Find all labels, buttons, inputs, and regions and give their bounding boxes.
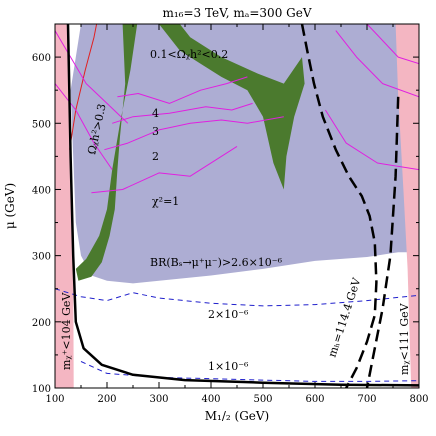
chi2-label-4: 4 <box>152 107 159 120</box>
line-chi2-outer-2 <box>55 83 113 170</box>
chart-title: m₁₆=3 TeV, mₐ=300 GeV <box>162 6 311 20</box>
x-tick-label: 800 <box>409 394 428 405</box>
regions-layer <box>55 24 419 388</box>
chi2-label-1: χ²=1 <box>152 195 179 208</box>
region-relic-band-right <box>159 24 305 190</box>
line-chi2-1 <box>91 145 238 194</box>
ticks-layer: 100 200 300 400 500 600 700 800 100 200 300 400 500 6… <box>32 24 429 405</box>
line-chi2-outer-4 <box>324 109 419 171</box>
line-bs-2e-6 <box>55 288 419 307</box>
line-bs-1e-6 <box>80 361 419 382</box>
line-mh-114 <box>300 24 378 388</box>
region-relic-band-left <box>75 24 138 281</box>
y-tick-label: 400 <box>32 185 51 196</box>
line-chi2-4 <box>117 76 248 104</box>
line-chi2-outer-3 <box>335 30 419 98</box>
x-tick-label: 700 <box>357 394 376 405</box>
region-excluded-right <box>395 24 419 388</box>
x-tick-label: 200 <box>97 394 116 405</box>
chi2-label-3: 3 <box>152 125 159 138</box>
x-tick-label: 400 <box>201 394 220 405</box>
bs-label: BR(Bₛ→μ⁺μ⁻)>2.6×10⁻⁶ <box>150 256 283 269</box>
bs-1-label: 1×10⁻⁶ <box>208 360 249 373</box>
x-tick-label: 600 <box>305 394 324 405</box>
y-tick-label: 600 <box>32 53 51 64</box>
x-tick-label: 100 <box>45 394 64 405</box>
chi2-label-2: 2 <box>152 150 159 163</box>
x-tick-label: 500 <box>253 394 272 405</box>
line-chi2-outer-1 <box>55 30 129 124</box>
line-chi2-2 <box>104 116 284 151</box>
line-mh-111 <box>365 96 400 388</box>
line-chi2-outer-5 <box>366 24 419 65</box>
y-tick-label: 300 <box>32 252 51 263</box>
mchi-right-label: mᵪ<111 GeV <box>398 302 411 375</box>
x-axis-label: M₁/₂ (GeV) <box>205 409 269 423</box>
region-bs-excluded <box>70 24 419 284</box>
relic-label: 0.1<Ωᵪh²<0.2 <box>150 48 228 61</box>
x-tick-label: 300 <box>149 394 168 405</box>
y-tick-label: 500 <box>32 119 51 130</box>
y-tick-label: 200 <box>32 318 51 329</box>
lines-layer <box>55 24 419 388</box>
line-excl-left-boundary <box>66 24 419 387</box>
y-axis-label: μ (GeV) <box>3 183 17 229</box>
bs-2-label: 2×10⁻⁶ <box>208 308 249 321</box>
line-neutralino-lep-boundary <box>69 24 98 150</box>
y-tick-label: 100 <box>32 384 51 395</box>
mchi-left-label: mᵪ⁺<104 GeV <box>60 292 73 370</box>
line-chi2-3 <box>112 102 253 124</box>
